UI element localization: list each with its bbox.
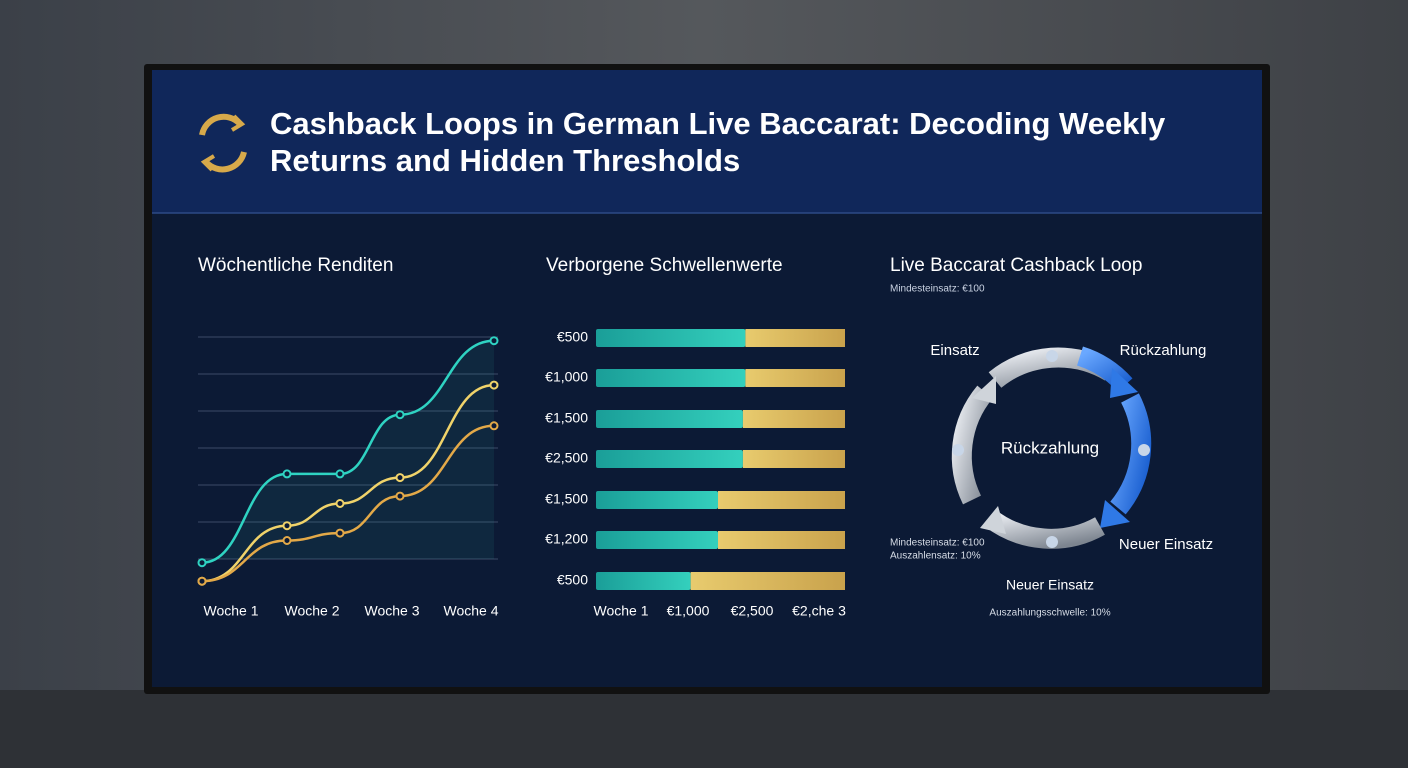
node-label: Neuer Einsatz [1006, 577, 1094, 593]
loop-arc [951, 385, 993, 505]
point [395, 491, 405, 501]
panel-subtitle: Mindesteinsatz: €100 [890, 284, 985, 295]
loop-node [1046, 350, 1058, 362]
node-label: Neuer Einsatz [1119, 536, 1213, 553]
note: Auszahlensatz: 10% [890, 551, 981, 562]
footer-note: Auszahlungsschwelle: 10% [989, 608, 1110, 619]
x-label: Woche 3 [365, 603, 420, 619]
bar-segment [596, 491, 719, 509]
note: Mindesteinsatz: €100 [890, 538, 985, 549]
bar-segment [596, 369, 746, 387]
bar-segment [745, 329, 845, 347]
x-label: Woche 2 [285, 603, 340, 619]
y-label: €1,500 [545, 410, 588, 426]
bar-segment [596, 410, 743, 428]
point [197, 558, 207, 568]
bar-segment [718, 531, 845, 549]
loop-icon [199, 113, 247, 173]
x-label: Woche 1 [204, 603, 259, 619]
loop-arrowhead [980, 506, 1006, 534]
x-label: Woche 1 [594, 603, 649, 619]
bar-segment [596, 531, 719, 549]
bar-segment [596, 450, 743, 468]
header-band [152, 70, 1262, 213]
bar-segment [596, 329, 746, 347]
bar-segment [690, 572, 845, 590]
x-label: €1,000 [667, 603, 710, 619]
point [395, 410, 405, 420]
header-title-1: Cashback Loops in German Live Baccarat: … [270, 106, 1166, 141]
bar-segment [742, 450, 845, 468]
panel-title: Live Baccarat Cashback Loop [890, 255, 1142, 276]
loop-diagram [951, 346, 1152, 549]
y-label: €1,200 [545, 531, 588, 547]
area [202, 340, 494, 563]
loop-arrowhead [972, 376, 996, 404]
bar-segment [742, 410, 845, 428]
center-label: Rückzahlung [1001, 438, 1099, 457]
point [335, 469, 345, 479]
point [335, 528, 345, 538]
loop-arrowhead [1110, 368, 1138, 398]
node-label: Rückzahlung [1120, 342, 1207, 359]
point [395, 473, 405, 483]
floor [0, 690, 1408, 768]
node-label: Einsatz [930, 342, 979, 359]
x-label: €2,che 3 [792, 603, 846, 619]
point [282, 536, 292, 545]
panel-title: Verborgene Schwellenwerte [546, 255, 783, 276]
y-label: €2,500 [545, 450, 588, 466]
y-label: €500 [557, 329, 588, 345]
point [335, 499, 345, 508]
point [489, 336, 499, 346]
point [489, 380, 499, 390]
loop-node [1138, 444, 1150, 456]
loop-arrowhead [1100, 500, 1130, 528]
point [489, 421, 499, 431]
x-label: €2,500 [731, 603, 774, 619]
bar-segment [596, 572, 691, 590]
y-label: €1,500 [545, 491, 588, 507]
y-label: €500 [557, 572, 588, 588]
point [282, 521, 292, 531]
loop-node [952, 444, 964, 456]
panel-title: Wöchentliche Renditen [198, 255, 393, 276]
point [282, 469, 292, 479]
x-label: Woche 4 [444, 603, 499, 619]
bar-segment [745, 369, 845, 387]
point [197, 576, 207, 586]
bar-segment [718, 491, 845, 509]
y-label: €1,000 [545, 369, 588, 385]
header-title-2: Returns and Hidden Thresholds [270, 143, 740, 178]
loop-node [1046, 536, 1058, 548]
